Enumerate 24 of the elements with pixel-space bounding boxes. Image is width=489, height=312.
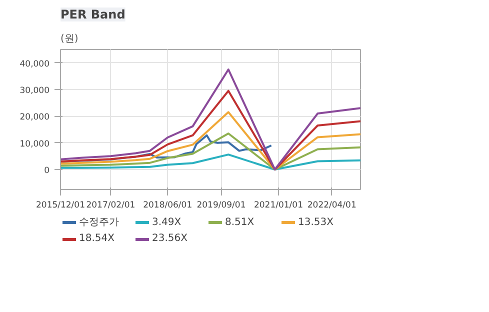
x-tick-label: 2019/09/01 (196, 200, 246, 210)
y-tick-label: 0 (44, 166, 50, 176)
y-tick-label: 30,000 (20, 86, 50, 96)
legend-label: 3.49X (152, 216, 182, 228)
legend-label: 수정주가 (79, 216, 120, 229)
chart-title: PER Band (60, 8, 126, 22)
x-tick-label: 2022/04/01 (307, 200, 356, 210)
line-series (60, 154, 360, 170)
y-tick-label: 20,000 (20, 112, 50, 123)
x-tick-label: 2015/12/01 (36, 200, 86, 210)
y-axis-title: (원) (60, 34, 78, 44)
legend-label: 13.53X (298, 216, 334, 228)
line-series (60, 111, 360, 170)
x-tick-label: 2021/01/01 (254, 200, 303, 210)
y-tick-label: 40,000 (20, 59, 50, 70)
line-series (60, 68, 360, 170)
legend-label: 23.56X (152, 233, 188, 244)
line-series (60, 90, 360, 170)
y-tick-label: 10,000 (20, 139, 50, 150)
legend-label: 8.51X (225, 216, 256, 228)
line-series (60, 132, 360, 170)
legend-label: 18.54X (79, 233, 116, 244)
x-tick-label: 2017/02/01 (86, 200, 136, 210)
x-tick-label: 2018/06/01 (143, 200, 192, 210)
